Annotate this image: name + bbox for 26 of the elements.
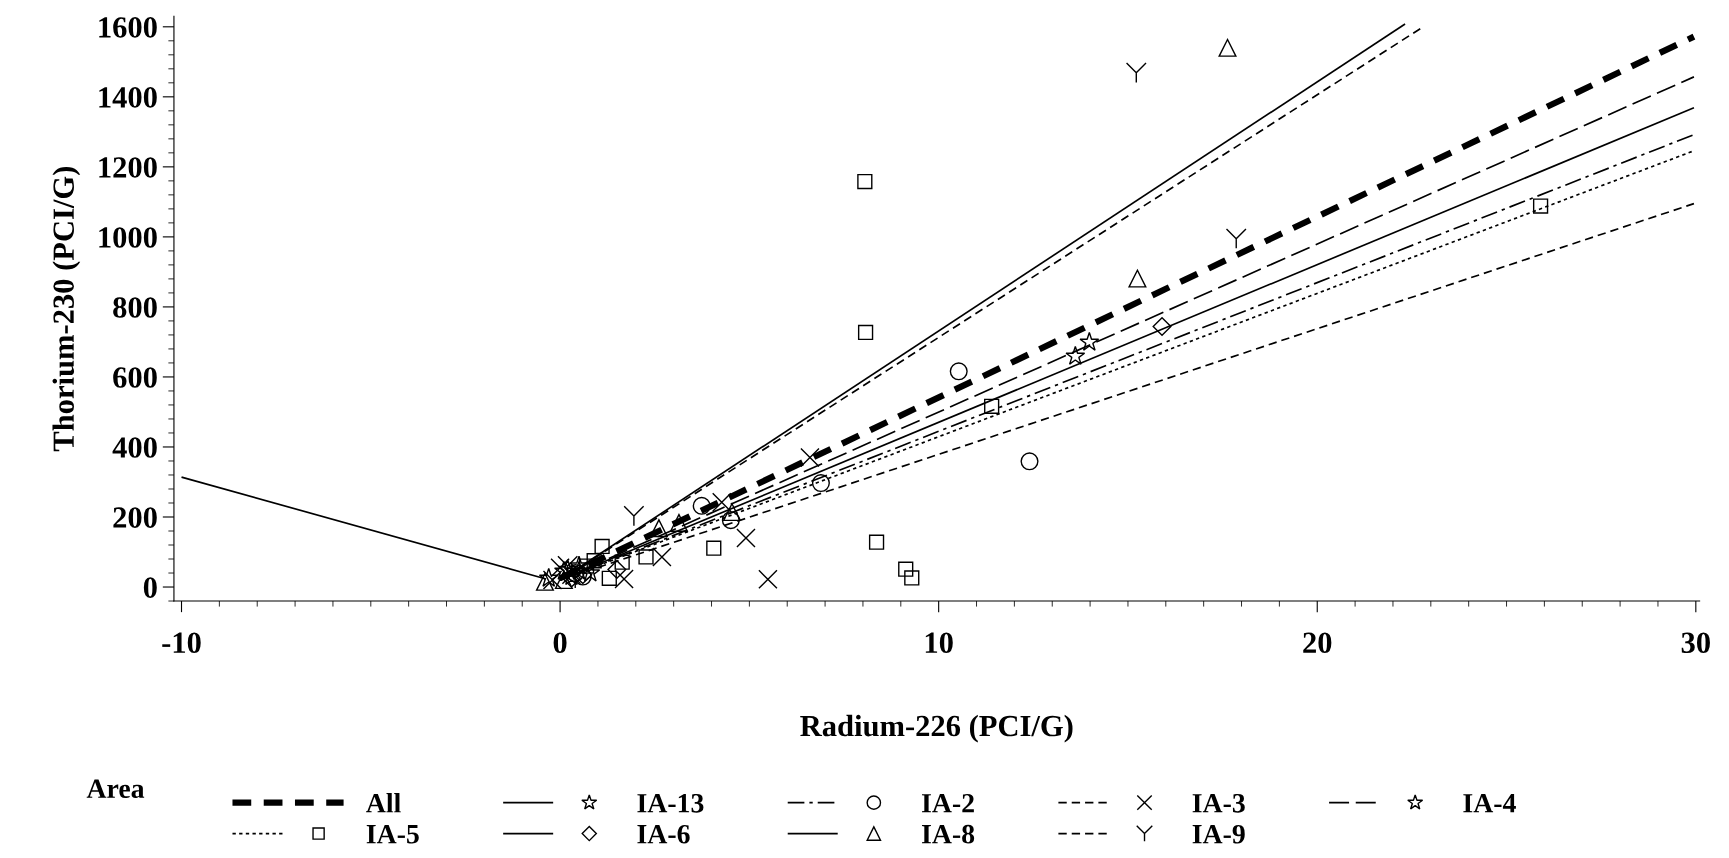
y-tick-label: 1600	[99, 17, 157, 38]
legend-label: IA-5	[366, 824, 419, 844]
legend-label: IA-3	[1192, 793, 1245, 813]
x-tick-label: 20	[1303, 632, 1332, 654]
y-axis-title: Thorium-230 (PCI/G)	[52, 166, 81, 452]
legend-label: IA-9	[1192, 824, 1245, 844]
x-tick-label: 30	[1681, 632, 1710, 654]
legend-label: IA-2	[921, 793, 974, 813]
legend-label: IA-13	[637, 793, 704, 813]
x-tick-label: 10	[925, 632, 953, 654]
y-tick-label: 600	[113, 367, 157, 388]
legend-label: IA-8	[921, 824, 975, 844]
y-tick-label: 0	[143, 577, 157, 598]
x-axis-title: Radium-226 (PCI/G)	[800, 714, 1073, 743]
y-tick-label: 800	[113, 297, 157, 318]
y-tick-label: 200	[113, 507, 157, 528]
y-tick-label: 1000	[99, 227, 157, 248]
legend-label: IA-4	[1463, 794, 1516, 813]
legend-label: IA-6	[637, 824, 690, 844]
x-tick-label: 0	[553, 632, 567, 654]
legend-label: All	[366, 793, 401, 813]
y-tick-label: 1400	[99, 87, 157, 108]
x-tick-label: -10	[162, 632, 201, 654]
y-tick-label: 400	[112, 437, 157, 458]
y-tick-label: 1200	[99, 157, 157, 178]
legend-title: Area	[86, 779, 145, 799]
